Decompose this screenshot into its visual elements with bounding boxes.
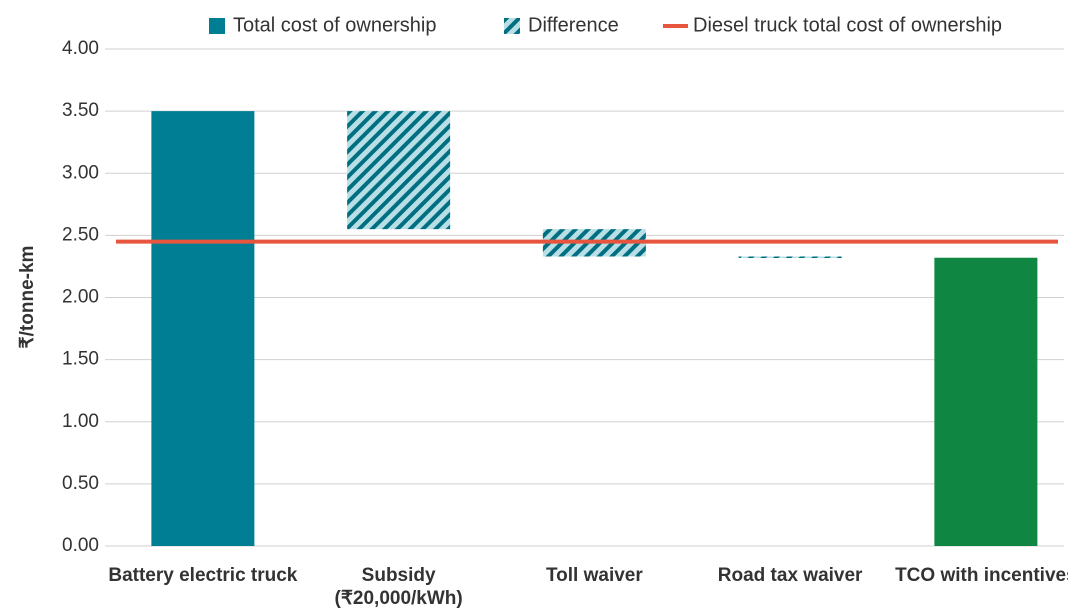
legend-label: Difference xyxy=(528,14,619,36)
legend-swatch xyxy=(504,18,520,34)
y-tick-label: 3.00 xyxy=(62,162,99,183)
y-tick-label: 4.00 xyxy=(62,38,99,59)
y-axis-label: ₹/tonne-km xyxy=(17,246,38,349)
x-tick-label: Subsidy (₹20,000/kWh) xyxy=(334,565,463,609)
y-tick-label: 1.00 xyxy=(62,411,99,432)
x-tick-label: TCO with incentives xyxy=(895,565,1068,586)
difference-bar xyxy=(738,256,842,258)
legend-label: Total cost of ownership xyxy=(233,14,436,36)
total-bar xyxy=(151,111,255,546)
y-tick-label: 2.50 xyxy=(62,224,99,245)
total-bar xyxy=(934,257,1038,546)
x-tick-label: Battery electric truck xyxy=(108,565,298,586)
y-tick-label: 0.50 xyxy=(62,473,99,494)
legend-swatch xyxy=(209,18,225,34)
x-tick-label: Road tax waiver xyxy=(717,565,863,586)
y-tick-label: 2.00 xyxy=(62,287,99,308)
y-tick-label: 3.50 xyxy=(62,100,99,121)
y-tick-label: 0.00 xyxy=(62,535,99,556)
y-tick-label: 1.50 xyxy=(62,349,99,370)
x-tick-label: Toll waiver xyxy=(545,565,643,586)
legend-label: Diesel truck total cost of ownership xyxy=(693,14,1002,36)
difference-bar xyxy=(347,111,451,230)
